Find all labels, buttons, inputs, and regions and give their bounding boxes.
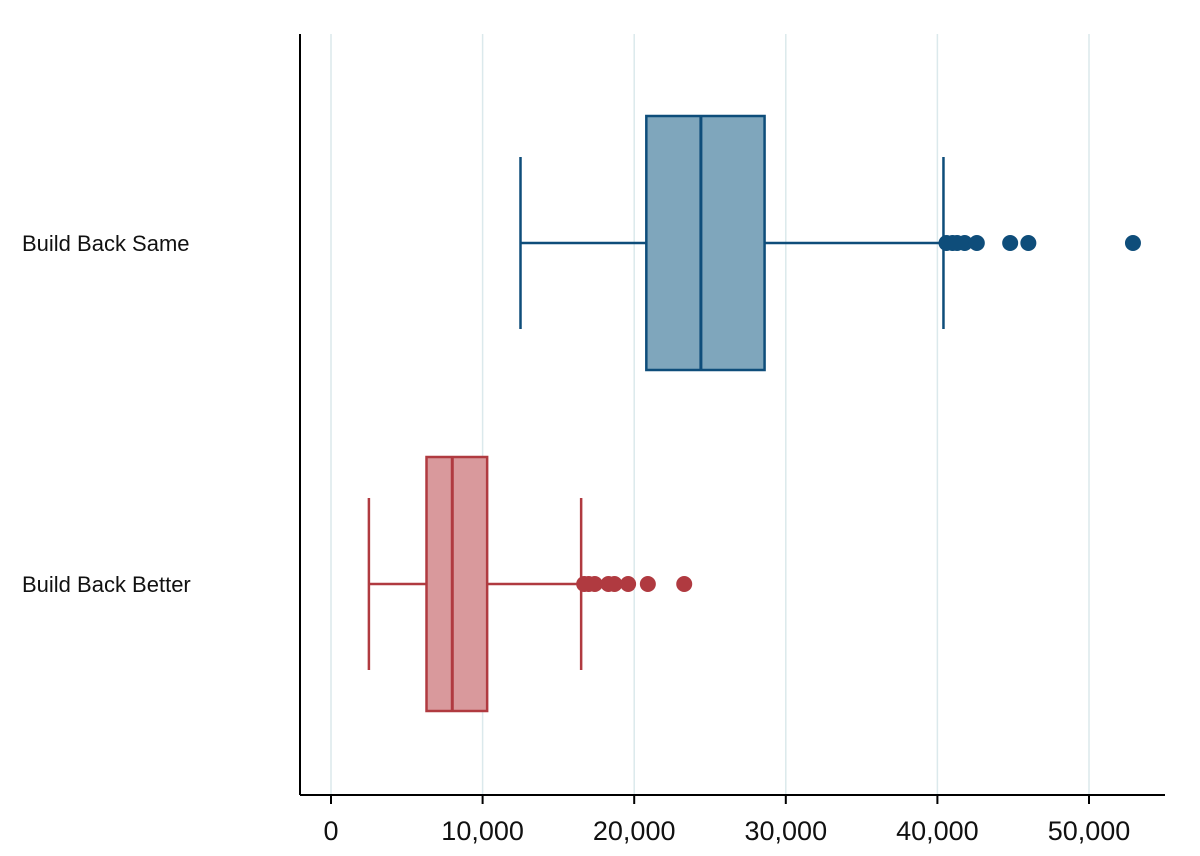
outlier-point bbox=[676, 576, 693, 592]
iqr-box bbox=[425, 455, 489, 713]
x-tick-label: 30,000 bbox=[745, 816, 828, 846]
x-tick-label: 40,000 bbox=[896, 816, 979, 846]
x-tick-label: 0 bbox=[323, 816, 338, 846]
outlier-point bbox=[639, 576, 656, 592]
x-tick-label: 10,000 bbox=[441, 816, 524, 846]
iqr-box bbox=[645, 114, 766, 372]
outlier-point bbox=[606, 576, 623, 592]
outlier-point bbox=[1020, 235, 1037, 251]
boxes bbox=[367, 114, 1141, 713]
outlier-point bbox=[620, 576, 637, 592]
x-tick-label: 50,000 bbox=[1048, 816, 1131, 846]
x-ticks: 0 10,000 20,000 30,000 40,000 50,000 bbox=[323, 795, 1130, 846]
gridlines bbox=[330, 34, 1090, 795]
category-label: Build Back Better bbox=[22, 572, 191, 597]
x-tick-label: 20,000 bbox=[593, 816, 676, 846]
category-label: Build Back Same bbox=[22, 231, 190, 256]
outlier-point bbox=[1124, 235, 1141, 251]
axes bbox=[299, 34, 1165, 796]
box-group bbox=[519, 114, 1141, 372]
outlier-point bbox=[586, 576, 603, 592]
outlier-point bbox=[1002, 235, 1019, 251]
box-group bbox=[367, 455, 693, 713]
outlier-point bbox=[956, 235, 973, 251]
outlier-point bbox=[968, 235, 985, 251]
category-labels: Build Back Same Build Back Better bbox=[22, 231, 191, 597]
